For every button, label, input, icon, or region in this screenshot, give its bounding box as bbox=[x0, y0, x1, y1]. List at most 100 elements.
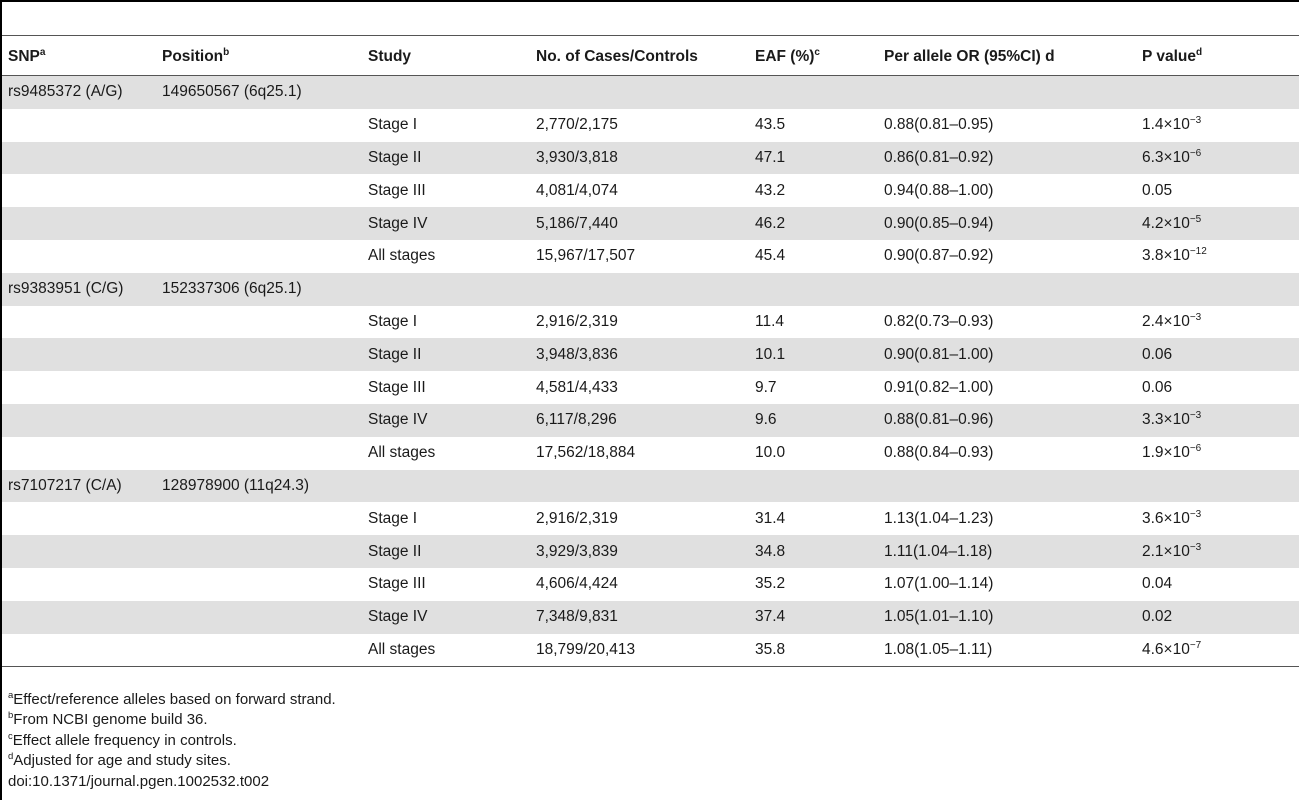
left-rule bbox=[0, 0, 2, 800]
empty-cell bbox=[530, 75, 749, 109]
footnote: dAdjusted for age and study sites. bbox=[8, 751, 231, 770]
eaf-cell: 35.8 bbox=[749, 633, 878, 668]
pvalue-cell: 1.4×10−3 bbox=[1136, 109, 1299, 142]
or-cell: 1.07(1.00–1.14) bbox=[884, 575, 994, 593]
empty-cell bbox=[2, 371, 156, 404]
footnote: cEffect allele frequency in controls. bbox=[8, 730, 237, 749]
empty-cell bbox=[2, 141, 156, 175]
eaf-cell: 31.4 bbox=[755, 509, 786, 527]
empty-cell bbox=[2, 633, 156, 668]
empty-cell bbox=[362, 272, 530, 306]
col-eaf: EAF (%)c bbox=[755, 46, 820, 65]
empty-cell bbox=[156, 568, 362, 601]
eaf-cell: 10.0 bbox=[755, 444, 786, 462]
or-cell: 0.82(0.73–0.93) bbox=[884, 312, 994, 330]
pvalue-cell: 4.2×10−5 bbox=[1136, 207, 1299, 240]
pvalue-base: 0.06 bbox=[1142, 345, 1173, 363]
eaf-cell: 37.4 bbox=[749, 600, 878, 634]
cases-controls-cell: 2,916/2,319 bbox=[536, 312, 618, 330]
or-cell: 1.13(1.04–1.23) bbox=[884, 509, 994, 527]
empty-cell bbox=[2, 109, 156, 142]
study-cell: Stage II bbox=[362, 338, 530, 372]
position-cell: 128978900 (11q24.3) bbox=[156, 469, 362, 503]
footnotes: aEffect/reference alleles based on forwa… bbox=[8, 690, 336, 792]
pvalue-cell: 2.4×10−3 bbox=[1136, 306, 1299, 339]
or-cell: 0.90(0.87–0.92) bbox=[884, 247, 994, 265]
study-cell: All stages bbox=[368, 247, 436, 265]
empty-cell bbox=[156, 338, 362, 372]
pvalue-cell: 0.05 bbox=[1136, 174, 1299, 207]
empty-cell bbox=[749, 469, 878, 503]
eaf-cell: 10.1 bbox=[749, 338, 878, 372]
or-cell: 0.91(0.82–1.00) bbox=[884, 378, 994, 396]
table-row: Stage III 4,606/4,424 35.2 1.07(1.00–1.14) 0… bbox=[2, 568, 1299, 601]
header-top-rule bbox=[2, 35, 1299, 36]
empty-cell bbox=[362, 469, 530, 503]
study-cell: Stage IV bbox=[362, 600, 530, 634]
snp-cell: rs9383951 (C/G) bbox=[2, 272, 156, 306]
pvalue-base: 4.6×10 bbox=[1142, 640, 1190, 658]
cases-controls-cell: 4,606/4,424 bbox=[536, 575, 618, 593]
pvalue-cell: 0.06 bbox=[1136, 338, 1299, 372]
pvalue-exponent: −3 bbox=[1189, 410, 1202, 422]
pvalue-cell: 3.6×10−3 bbox=[1136, 502, 1299, 535]
cases-controls-cell: 4,081/4,074 bbox=[536, 181, 618, 199]
table-row: Stage I 2,916/2,319 11.4 0.82(0.73–0.93) 2.4… bbox=[2, 306, 1299, 339]
pvalue-cell: 4.6×10−7 bbox=[1136, 633, 1299, 668]
or-cell: 0.90(0.85–0.94) bbox=[878, 207, 1136, 240]
empty-cell bbox=[156, 174, 362, 207]
empty-cell bbox=[156, 535, 362, 568]
or-cell: 1.08(1.05–1.11) bbox=[878, 633, 1136, 668]
eaf-cell: 9.6 bbox=[749, 403, 878, 437]
empty-cell bbox=[2, 240, 156, 273]
cases-controls-cell: 6,117/8,296 bbox=[530, 403, 749, 437]
eaf-cell: 47.1 bbox=[749, 141, 878, 175]
cases-controls-cell: 3,929/3,839 bbox=[530, 535, 749, 568]
study-cell: Stage III bbox=[368, 378, 426, 396]
table-row: Stage IV 7,348/9,831 37.4 1.05(1.01–1.10) 0.… bbox=[2, 600, 1299, 634]
snp-group-row: rs9485372 (A/G) 149650567 (6q25.1) bbox=[2, 75, 1299, 109]
table-row: Stage IV 5,186/7,440 46.2 0.90(0.85–0.94) 4.… bbox=[2, 207, 1299, 240]
empty-cell bbox=[2, 338, 156, 372]
col-pvalue: P valued bbox=[1142, 46, 1203, 65]
table-row: All stages 18,799/20,413 35.8 1.08(1.05–1.1… bbox=[2, 633, 1299, 668]
pvalue-base: 3.3×10 bbox=[1142, 411, 1190, 429]
pvalue-base: 0.05 bbox=[1142, 181, 1173, 199]
empty-cell bbox=[156, 600, 362, 634]
empty-cell bbox=[156, 306, 362, 339]
empty-cell bbox=[2, 403, 156, 437]
snp-cell: rs7107217 (C/A) bbox=[2, 469, 156, 503]
eaf-cell: 43.5 bbox=[755, 116, 786, 134]
cases-controls-cell: 3,930/3,818 bbox=[530, 141, 749, 175]
empty-cell bbox=[530, 469, 749, 503]
study-cell: Stage III bbox=[368, 575, 426, 593]
study-cell: Stage I bbox=[368, 116, 418, 134]
study-cell: Stage II bbox=[362, 141, 530, 175]
table-row: Stage I 2,770/2,175 43.5 0.88(0.81–0.95) 1.4… bbox=[2, 109, 1299, 142]
pvalue-exponent: −12 bbox=[1189, 246, 1207, 258]
table-row: Stage II 3,929/3,839 34.8 1.11(1.04–1.18) 2.… bbox=[2, 535, 1299, 568]
table-row: Stage IV 6,117/8,296 9.6 0.88(0.81–0.96) 3.3… bbox=[2, 403, 1299, 437]
pvalue-base: 6.3×10 bbox=[1142, 148, 1190, 166]
empty-cell bbox=[1136, 469, 1299, 503]
snp-cell: rs9485372 (A/G) bbox=[2, 75, 156, 109]
pvalue-base: 0.02 bbox=[1142, 608, 1173, 626]
empty-cell bbox=[2, 174, 156, 207]
empty-cell bbox=[530, 272, 749, 306]
or-cell: 0.86(0.81–0.92) bbox=[878, 141, 1136, 175]
pvalue-cell: 3.8×10−12 bbox=[1136, 240, 1299, 273]
table-row: All stages 15,967/17,507 45.4 0.90(0.87–0.9… bbox=[2, 240, 1299, 273]
pvalue-exponent: −3 bbox=[1189, 115, 1202, 127]
empty-cell bbox=[156, 437, 362, 470]
doi-text: doi:10.1371/journal.pgen.1002532.t002 bbox=[8, 772, 270, 790]
pvalue-exponent: −3 bbox=[1189, 541, 1202, 553]
pvalue-base: 2.1×10 bbox=[1142, 542, 1190, 560]
pvalue-cell: 3.3×10−3 bbox=[1136, 403, 1299, 437]
pvalue-exponent: −5 bbox=[1189, 213, 1202, 225]
snp-group-row: rs9383951 (C/G) 152337306 (6q25.1) bbox=[2, 272, 1299, 306]
empty-cell bbox=[878, 469, 1136, 503]
pvalue-exponent: −7 bbox=[1189, 639, 1202, 651]
study-cell: All stages bbox=[368, 444, 436, 462]
empty-cell bbox=[156, 633, 362, 668]
